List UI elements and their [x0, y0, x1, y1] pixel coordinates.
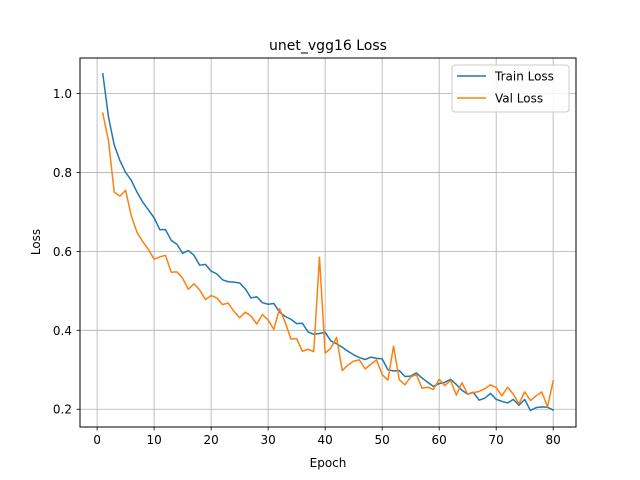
x-tick-label: 20 [203, 433, 218, 447]
x-tick-label: 0 [93, 433, 101, 447]
axis-ticks: 0 10 20 30 40 50 60 70 80 0.2 0.4 0.6 0.8 1.0 [53, 87, 561, 447]
y-tick-label: 0.4 [53, 324, 72, 338]
x-tick-label: 60 [432, 433, 447, 447]
series-line-train-loss [101, 72, 555, 412]
y-tick-label: 1.0 [53, 87, 72, 101]
legend-label-val-loss: Val Loss [495, 92, 543, 106]
x-tick-label: 80 [546, 433, 561, 447]
y-axis-label: Loss [29, 229, 43, 255]
x-tick-label: 30 [260, 433, 275, 447]
y-tick-label: 0.2 [53, 403, 72, 417]
legend-label-train-loss: Train Loss [494, 70, 554, 84]
x-axis-label: Epoch [310, 456, 347, 470]
chart-title: unet_vgg16 Loss [269, 38, 387, 54]
grid [80, 58, 576, 427]
series-line-val-loss [101, 112, 555, 408]
plot-frame [79, 57, 577, 428]
y-tick-label: 0.8 [53, 166, 72, 180]
x-tick-label: 10 [146, 433, 161, 447]
legend: Train Loss Val Loss [451, 64, 570, 113]
x-tick-label: 50 [375, 433, 390, 447]
x-tick-label: 70 [489, 433, 504, 447]
y-tick-label: 0.6 [53, 245, 72, 259]
series-lines [101, 72, 555, 412]
x-tick-label: 40 [318, 433, 333, 447]
